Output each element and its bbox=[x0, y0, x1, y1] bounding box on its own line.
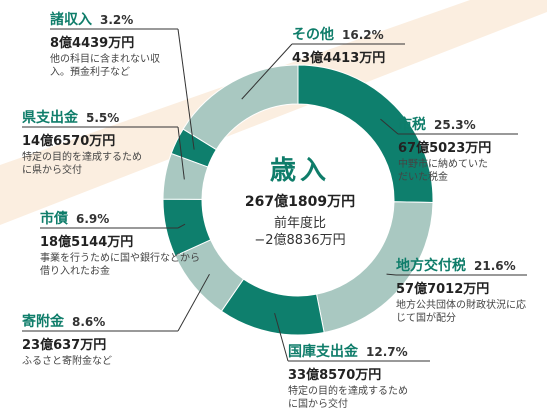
slice-percent: 8.6% bbox=[72, 315, 106, 329]
slice-percent: 5.5% bbox=[86, 111, 120, 125]
label-ken-shishutsukin: 県支出金 5.5% 14億6570万円 特定の目的を達成するために県から交付 bbox=[22, 107, 142, 177]
leader-line-4 bbox=[177, 223, 186, 229]
chart-center: 歳入 267億1809万円 前年度比 −2億8836万円 bbox=[225, 150, 375, 249]
slice-name: 市税 bbox=[398, 117, 426, 133]
slice-note: 他の科目に含まれない収入。預金利子など bbox=[50, 54, 160, 78]
slice-note: ふるさと寄附金など bbox=[22, 356, 112, 367]
slice-amount: 8億4439万円 bbox=[50, 36, 135, 51]
leader-line-7 bbox=[241, 43, 293, 100]
slice-amount: 14億6570万円 bbox=[22, 134, 116, 149]
total-amount: 267億1809万円 bbox=[244, 194, 356, 210]
leader-line-5 bbox=[177, 126, 185, 180]
slice-7 bbox=[182, 64, 299, 151]
slice-amount: 18億5144万円 bbox=[40, 235, 134, 250]
slice-amount: 23億637万円 bbox=[22, 338, 107, 353]
slice-percent: 16.2% bbox=[342, 28, 384, 42]
slice-amount: 67億5023万円 bbox=[398, 141, 492, 156]
slice-note: 特定の目的を達成するために県から交付 bbox=[22, 152, 142, 176]
slice-percent: 6.9% bbox=[76, 212, 110, 226]
label-shizei: 市税 25.3% 67億5023万円 中野市に納めていただいた税金 bbox=[398, 114, 491, 184]
slice-amount: 43億4413万円 bbox=[292, 51, 386, 66]
label-shisai: 市債 6.9% 18億5144万円 事業を行うために国や銀行などから借り入れたお金 bbox=[40, 208, 200, 278]
leader-line-3 bbox=[177, 273, 210, 332]
chart-title: 歳入 bbox=[269, 156, 330, 186]
slice-percent: 25.3% bbox=[434, 118, 476, 132]
comparison-value: −2億8836万円 bbox=[254, 233, 346, 248]
slice-note: 地方公共団体の財政状況に応じて国が配分 bbox=[396, 300, 526, 324]
label-chihou-koufuzei: 地方交付税 21.6% 57億7012万円 地方公共団体の財政状況に応じて国が配分 bbox=[396, 255, 526, 325]
slice-note: 中野市に納めていただいた税金 bbox=[398, 159, 488, 183]
slice-name: 地方交付税 bbox=[396, 258, 466, 274]
slice-name: 諸収入 bbox=[50, 12, 92, 28]
leader-line-2 bbox=[274, 312, 289, 362]
label-kokko-shishutsukin: 国庫支出金 12.7% 33億8570万円 特定の目的を達成するために国から交付 bbox=[288, 341, 408, 411]
slice-name: 市債 bbox=[40, 211, 68, 227]
slice-note: 特定の目的を達成するために国から交付 bbox=[288, 386, 408, 410]
leader-line-6 bbox=[177, 28, 195, 150]
slice-name: 寄附金 bbox=[22, 314, 64, 330]
label-shoshunyu: 諸収入 3.2% 8億4439万円 他の科目に含まれない収入。預金利子など bbox=[50, 9, 160, 79]
slice-amount: 57億7012万円 bbox=[396, 282, 490, 297]
slice-note: 事業を行うために国や銀行などから借り入れたお金 bbox=[40, 253, 200, 277]
slice-amount: 33億8570万円 bbox=[288, 368, 382, 383]
label-sonota: その他 16.2% 43億4413万円 bbox=[292, 24, 385, 66]
label-kifukin: 寄附金 8.6% 23億637万円 ふるさと寄附金など bbox=[22, 311, 182, 368]
leader-line-0 bbox=[380, 118, 399, 135]
slice-percent: 21.6% bbox=[474, 259, 516, 273]
slice-name: 県支出金 bbox=[22, 110, 78, 126]
slice-percent: 12.7% bbox=[366, 345, 408, 359]
slice-name: その他 bbox=[292, 27, 334, 43]
leader-line-1 bbox=[386, 273, 397, 276]
slice-name: 国庫支出金 bbox=[288, 344, 358, 360]
comparison-label: 前年度比 bbox=[273, 216, 326, 231]
slice-percent: 3.2% bbox=[100, 13, 134, 27]
